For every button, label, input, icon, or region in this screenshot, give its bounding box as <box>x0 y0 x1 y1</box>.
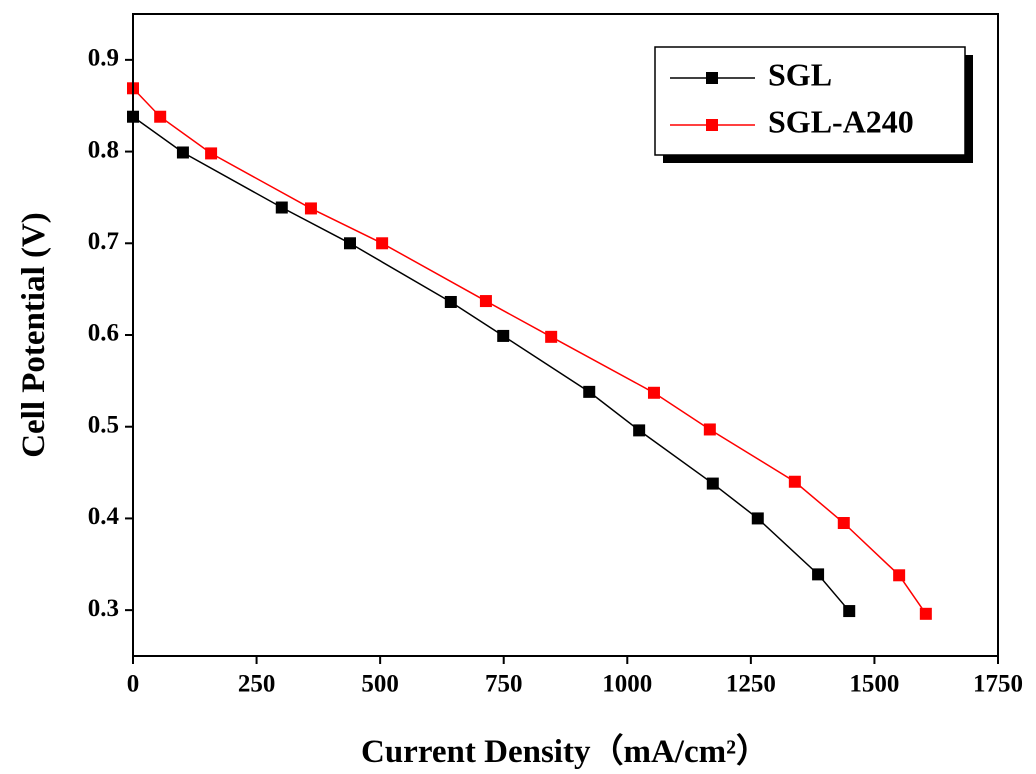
marker <box>583 385 596 398</box>
series-line <box>132 116 850 612</box>
marker <box>444 295 457 308</box>
marker <box>812 568 825 581</box>
marker <box>751 512 764 525</box>
series-line <box>132 87 927 615</box>
x-tick-label: 750 <box>485 671 523 698</box>
x-tick-label: 0 <box>127 671 140 698</box>
marker <box>176 146 189 159</box>
marker <box>343 237 356 250</box>
marker <box>479 295 492 308</box>
marker <box>154 110 167 123</box>
marker <box>843 605 856 618</box>
x-tick-label: 1000 <box>602 671 652 698</box>
marker <box>304 202 317 215</box>
marker <box>633 424 646 437</box>
legend-box <box>654 46 966 156</box>
marker <box>706 477 719 490</box>
x-tick-label: 250 <box>238 671 276 698</box>
y-tick-label: 0.9 <box>88 45 119 72</box>
y-tick-label: 0.8 <box>88 136 119 163</box>
x-tick-label: 1500 <box>849 671 899 698</box>
x-tick-label: 1250 <box>726 671 776 698</box>
y-tick-label: 0.7 <box>88 228 119 255</box>
marker <box>647 386 660 399</box>
legend-label: SGL <box>768 56 832 92</box>
x-tick-label: 1750 <box>973 671 1023 698</box>
marker <box>837 517 850 530</box>
y-tick-label: 0.5 <box>88 411 119 438</box>
plot-frame <box>132 13 999 657</box>
marker <box>205 147 218 160</box>
marker <box>376 237 389 250</box>
legend-marker <box>706 119 718 131</box>
marker <box>275 201 288 214</box>
marker <box>497 329 510 342</box>
x-tick-label: 500 <box>361 671 399 698</box>
y-tick-label: 0.6 <box>88 320 119 347</box>
y-tick-label: 0.4 <box>88 503 120 530</box>
legend-marker <box>706 72 718 84</box>
marker <box>703 423 716 436</box>
marker <box>545 330 558 343</box>
legend-label: SGL-A240 <box>768 103 914 139</box>
y-axis-title: Cell Potential (V) <box>16 212 52 458</box>
marker <box>788 475 801 488</box>
marker <box>893 569 906 582</box>
x-axis-title: Current Density（mA/cm²） <box>361 733 769 770</box>
marker <box>919 607 932 620</box>
y-tick-label: 0.3 <box>88 595 119 622</box>
